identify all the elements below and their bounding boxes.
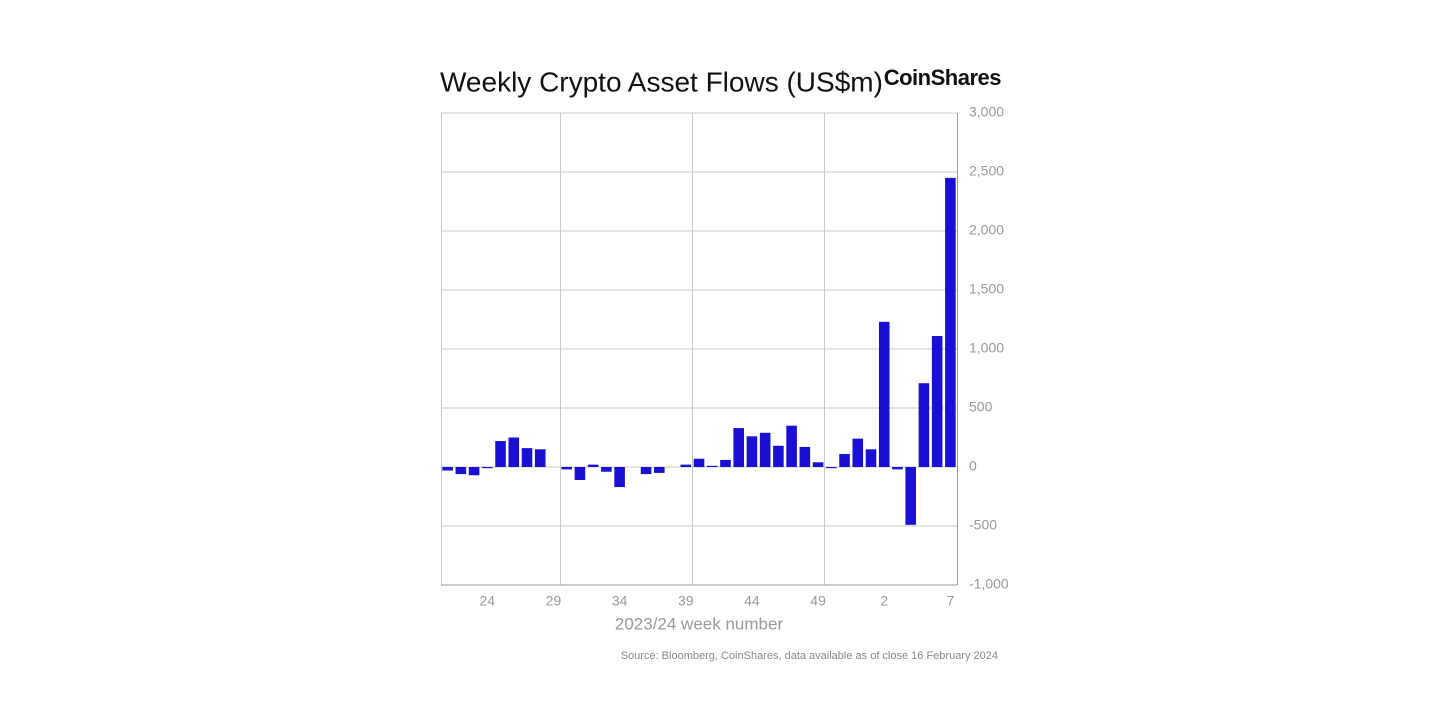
bar [693,458,705,467]
bar [746,436,758,467]
source-note: Source: Bloomberg, CoinShares, data avai… [621,650,998,662]
bar [720,459,731,467]
bar [468,467,480,476]
bar [508,437,520,467]
bar [759,432,771,467]
bar [680,464,692,467]
bar [614,467,625,488]
x-tick-label: 24 [480,593,496,609]
bar [495,441,506,467]
bar [574,467,586,480]
x-tick-label: 7 [946,593,954,609]
y-tick-label: 0 [969,458,977,474]
x-tick-label: 44 [744,593,760,609]
bar [892,467,903,470]
bar [826,467,837,469]
y-tick-label: 3,000 [969,104,1004,120]
x-tick-label: 49 [810,593,826,609]
y-tick-label: 2,000 [969,222,1004,238]
y-tick-label: -500 [969,517,997,533]
y-tick-label: 2,500 [969,163,1004,179]
bar [786,425,797,467]
y-tick-label: -1,000 [969,576,1009,592]
y-tick-label: 1,000 [969,340,1004,356]
bar [878,321,890,467]
bar [455,467,467,475]
bar [733,428,744,467]
bar [839,454,850,467]
bar [561,467,572,470]
bar [799,446,811,467]
y-tick-label: 500 [969,399,993,415]
bar [534,449,546,467]
bar [654,467,665,473]
bar [773,445,784,467]
x-tick-label: 39 [678,593,694,609]
bar [706,465,718,467]
x-axis-label: 2023/24 week number [615,614,784,633]
bar [587,464,599,467]
bar [931,336,943,467]
y-tick-label: 1,500 [969,281,1004,297]
bar [521,448,533,467]
bar [852,438,864,467]
bar [442,467,453,471]
x-tick-label: 2 [880,593,888,609]
bar [482,467,493,469]
chart-title: Weekly Crypto Asset Flows (US$m) [440,66,883,97]
bar [812,462,824,467]
bar [601,467,612,472]
x-tick-label: 29 [546,593,562,609]
bar [865,449,877,467]
bar [945,177,956,467]
logo: CoinShares [884,65,1002,90]
x-tick-label: 34 [612,593,628,609]
bar [640,467,652,475]
bar [918,383,930,467]
bar [905,467,916,525]
